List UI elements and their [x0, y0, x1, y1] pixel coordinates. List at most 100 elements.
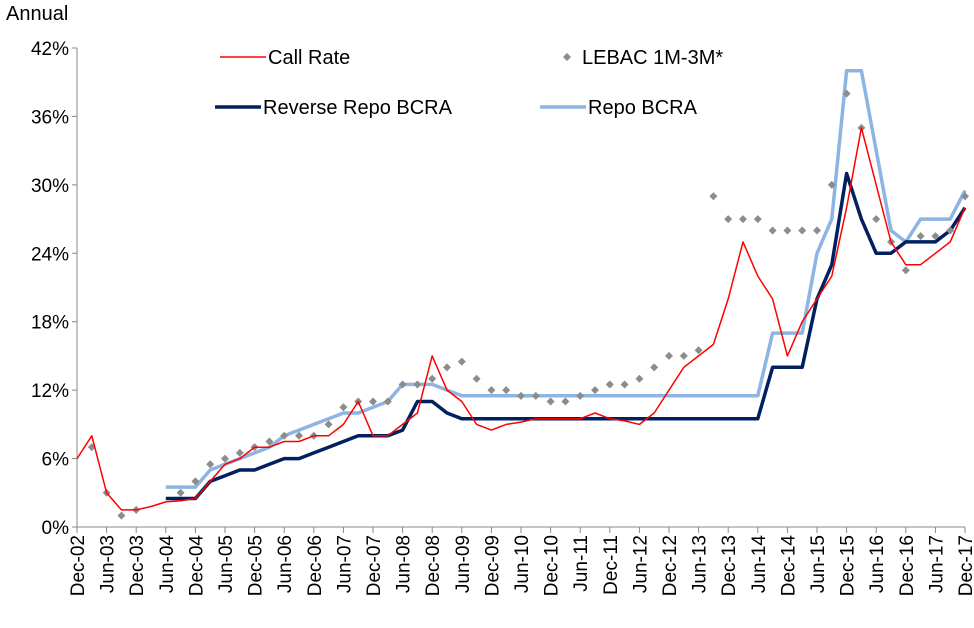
- y-axis-label: Annual: [6, 3, 68, 25]
- scatter-point: [872, 215, 881, 224]
- scatter-point: [221, 454, 229, 463]
- scatter-point: [620, 380, 629, 389]
- x-tick-label: Jun-15: [808, 535, 829, 593]
- scatter-point: [517, 391, 525, 400]
- scatter-point: [961, 192, 969, 201]
- x-tick-label: Jun-08: [394, 535, 415, 593]
- x-tick-label: Jun-12: [630, 535, 651, 593]
- y-tick-label: 36%: [31, 107, 69, 128]
- x-tick-label: Dec-15: [838, 535, 859, 596]
- scatter-point: [679, 351, 688, 360]
- scatter-point: [339, 403, 348, 412]
- scatter-point: [842, 89, 851, 98]
- x-tick-label: Dec-07: [364, 535, 385, 596]
- x-tick-label: Dec-04: [186, 535, 207, 597]
- x-tick-label: Jun-03: [98, 535, 119, 593]
- x-tick-label: Jun-13: [690, 535, 711, 593]
- x-tick-label: Jun-07: [334, 535, 355, 593]
- legend-marker: [563, 53, 571, 61]
- x-tick-label: Jun-10: [512, 535, 533, 593]
- scatter-point: [428, 374, 437, 383]
- scatter-point: [827, 180, 836, 189]
- scatter-point: [635, 374, 644, 383]
- scatter-point: [813, 226, 821, 235]
- scatter-point: [472, 374, 481, 383]
- scatter-point: [768, 226, 777, 235]
- x-tick-label: Jun-09: [453, 535, 474, 593]
- scatter-point: [709, 192, 718, 201]
- scatter-point: [916, 232, 925, 241]
- scatter-point: [502, 386, 511, 395]
- scatter-point: [413, 380, 422, 389]
- y-tick-label: 6%: [42, 450, 70, 471]
- scatter-point: [531, 391, 540, 400]
- scatter-point: [665, 351, 673, 360]
- x-tick-label: Jun-14: [749, 535, 770, 594]
- scatter-point: [546, 397, 555, 406]
- x-tick-label: Dec-05: [246, 535, 267, 596]
- scatter-point: [694, 346, 703, 355]
- scatter-point: [280, 431, 289, 440]
- x-tick-label: Jun-11: [571, 535, 592, 592]
- y-tick-label: 18%: [31, 313, 69, 334]
- scatter-point: [739, 215, 747, 224]
- x-tick-label: Dec-10: [542, 535, 563, 596]
- x-tick-label: Jun-17: [926, 535, 947, 593]
- scatter-point: [576, 391, 585, 400]
- scatter-point: [724, 215, 733, 224]
- scatter-point: [369, 397, 377, 406]
- scatter-point: [324, 420, 333, 429]
- scatter-point: [176, 488, 185, 497]
- y-tick-label: 42%: [31, 39, 69, 60]
- scatter-point: [117, 511, 126, 520]
- scatter-point: [591, 386, 599, 395]
- y-tick-label: 24%: [31, 244, 69, 265]
- scatter-point: [295, 431, 303, 440]
- x-tick-label: Dec-09: [482, 535, 503, 596]
- legend-label: LEBAC 1M-3M*: [582, 47, 723, 69]
- scatter-point: [235, 448, 244, 457]
- x-tick-label: Jun-16: [867, 535, 888, 593]
- x-tick-label: Jun-05: [216, 535, 237, 593]
- x-tick-label: Dec-02: [68, 535, 89, 596]
- x-tick-label: Dec-03: [127, 535, 148, 596]
- scatter-point: [265, 437, 274, 446]
- x-tick-label: Dec-11: [601, 535, 622, 595]
- legend-label: Call Rate: [268, 47, 350, 69]
- series-line: [165, 69, 967, 489]
- y-tick-label: 12%: [31, 381, 69, 402]
- legend-label: Reverse Repo BCRA: [263, 97, 453, 119]
- series-line: [76, 127, 966, 511]
- y-tick-label: 30%: [31, 176, 69, 197]
- x-tick-label: Dec-13: [719, 535, 740, 596]
- scatter-point: [753, 215, 762, 224]
- scatter-point: [931, 232, 940, 241]
- x-tick-label: Dec-14: [778, 535, 799, 597]
- legend-label: Repo BCRA: [588, 97, 698, 119]
- scatter-point: [605, 380, 614, 389]
- series-line: [165, 171, 967, 501]
- scatter-point: [650, 363, 659, 372]
- x-tick-label: Dec-06: [305, 535, 326, 596]
- scatter-point: [487, 386, 496, 395]
- scatter-point: [457, 357, 466, 366]
- scatter-point: [561, 397, 570, 406]
- scatter-point: [398, 380, 407, 389]
- y-tick-label: 0%: [42, 518, 70, 539]
- scatter-point: [383, 397, 392, 406]
- scatter-point: [783, 226, 792, 235]
- scatter-point: [946, 226, 955, 235]
- x-tick-label: Dec-12: [660, 535, 681, 596]
- x-tick-label: Dec-16: [897, 535, 918, 596]
- scatter-point: [206, 460, 215, 469]
- scatter-point: [443, 363, 451, 372]
- scatter-point: [191, 477, 200, 486]
- legend: Call Rate LEBAC 1M-3M* Reverse Repo BCRA Re…: [215, 47, 723, 119]
- x-tick-label: Jun-06: [275, 535, 296, 593]
- scatter-point: [901, 266, 910, 275]
- scatter-point: [798, 226, 807, 235]
- x-tick-label: Jun-04: [157, 535, 178, 594]
- x-tick-label: Dec-08: [423, 535, 444, 596]
- x-tick-label: Dec-17: [956, 535, 974, 596]
